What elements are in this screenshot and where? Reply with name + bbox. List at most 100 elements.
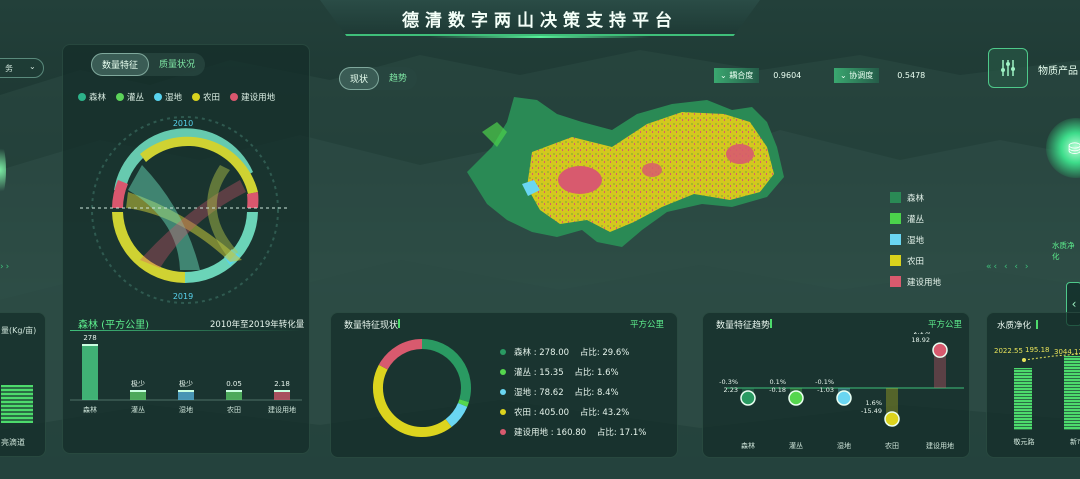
bar-panel-subtitle: 2010年至2019年转化量 <box>210 320 305 330</box>
product-icon-box[interactable] <box>988 48 1028 88</box>
donut-legend-row: 森林 : 278.00 占比: 29.6% <box>500 342 646 362</box>
bar-category-label: 湿地 <box>179 405 193 414</box>
donut-panel-unit: 平方公里 <box>630 320 665 330</box>
trend-point <box>932 342 948 358</box>
bar-cap <box>274 390 290 392</box>
water-line-point <box>1022 358 1026 362</box>
coupling-value: 0.9604 <box>773 70 802 80</box>
map-urban-area <box>558 166 602 194</box>
legend-item[interactable]: 灌丛 <box>116 91 144 103</box>
title-bar <box>320 0 760 36</box>
bar-value-label: 0.05 <box>226 380 242 388</box>
map-legend-item[interactable]: 森林 <box>890 187 941 208</box>
legend-dot <box>192 93 201 101</box>
bottle-icon: ⛁ <box>1068 138 1080 158</box>
trend-point <box>740 390 756 406</box>
water-category-label: 新市 <box>1070 437 1080 446</box>
bar-value-label: 278 <box>83 334 96 342</box>
map-legend-item[interactable]: 灌丛 <box>890 208 941 229</box>
chord-year-top: 2010 <box>173 119 193 128</box>
trend-value-label: 18.92 <box>911 336 930 344</box>
left-edge-bar <box>1 385 33 423</box>
decor-chevrons-left: ›› <box>0 262 12 272</box>
tab-quality[interactable]: 质量状况 <box>159 60 196 70</box>
bar-panel-title: 森林 (平方公里) <box>78 320 149 331</box>
bar-cap <box>226 390 242 392</box>
legend-dot <box>500 409 506 415</box>
trend-chart: -0.3%2.23 森林 0.1%-0.18 灌丛 -0.1%-1.03 湿地 1.6%-1… <box>719 332 964 450</box>
chord-arc-farm-2019 <box>112 212 185 283</box>
legend-label: 农田 <box>907 256 925 267</box>
chord-ribbon-farm-2 <box>207 165 238 260</box>
trend-point <box>884 411 900 427</box>
map-urban-area-east <box>726 144 754 164</box>
chord-arc-urban-left <box>112 180 128 208</box>
legend-text: 农田 : 405.00 占比: 43.2% <box>514 408 630 418</box>
chord-arc-forest-2019 <box>185 212 258 283</box>
legend-dot <box>500 369 506 375</box>
bar-category-label: 建设用地 <box>268 405 296 414</box>
donut-legend-list: 森林 : 278.00 占比: 29.6% 灌丛 : 15.35 占比: 1.6%… <box>500 342 646 442</box>
donut-legend-row: 农田 : 405.00 占比: 43.2% <box>500 402 646 422</box>
chord-ribbon-farm <box>126 192 242 262</box>
trend-value-label: -15.49 <box>861 407 882 415</box>
tab-current[interactable]: 现状 <box>339 67 380 90</box>
chevron-down-icon: ⌄ <box>720 70 727 80</box>
legend-text: 灌丛 : 15.35 占比: 1.6% <box>514 368 619 378</box>
coordination-label-box: ⌄ 协调度 <box>834 67 880 83</box>
map-urban-area-center <box>642 163 662 177</box>
legend-swatch <box>890 255 901 266</box>
tab-quantity[interactable]: 数量特征 <box>91 53 150 76</box>
legend-item[interactable]: 农田 <box>192 91 220 103</box>
map-legend-item[interactable]: 农田 <box>890 250 941 271</box>
legend-item[interactable]: 湿地 <box>154 91 182 103</box>
legend-label: 建设用地 <box>907 277 942 288</box>
left-dropdown[interactable]: 务 ⌄ <box>0 58 44 78</box>
donut-slice <box>378 339 423 370</box>
legend-label: 灌丛 <box>907 214 925 225</box>
bar <box>130 390 146 400</box>
trend-category-label: 森林 <box>741 441 755 450</box>
title-marker <box>1036 320 1038 329</box>
chevron-left-icon: ‹ <box>1071 297 1077 311</box>
legend-dot <box>78 93 86 101</box>
trend-panel <box>702 312 970 458</box>
bar <box>82 344 98 400</box>
decor-chevrons-right: «‹ ‹ ‹ › <box>986 262 1031 272</box>
donut-slice <box>445 402 468 428</box>
product-label: 物质产品 <box>1038 66 1078 77</box>
legend-dot <box>500 389 506 395</box>
trend-pct-label: 1.6% <box>865 399 882 407</box>
chord-outer-ring <box>91 116 279 304</box>
water-bar <box>1064 356 1080 430</box>
legend-text: 建设用地 : 160.80 占比: 17.1% <box>514 428 647 438</box>
map-legend-item[interactable]: 湿地 <box>890 229 941 250</box>
legend-dot <box>154 93 163 101</box>
map-wetland-area <box>522 180 540 196</box>
title-marker <box>770 319 772 328</box>
donut-slice <box>421 339 471 403</box>
legend-item[interactable]: 建设用地 <box>230 91 275 103</box>
donut-panel-title: 数量特征现状 <box>344 321 399 331</box>
legend-item[interactable]: 森林 <box>78 91 106 103</box>
bar-cap <box>178 390 194 392</box>
water-line-label-3: 3044.12 <box>1054 348 1080 356</box>
bar-value-label: 极少 <box>131 379 145 388</box>
donut-legend-row: 湿地 : 78.62 占比: 8.4% <box>500 382 646 402</box>
chord-ribbon-forest <box>128 165 200 270</box>
chord-legend: 森林 灌丛 湿地 农田 建设用地 <box>78 91 275 103</box>
map-legend-item[interactable]: 建设用地 <box>890 271 941 292</box>
bar <box>226 390 242 400</box>
legend-text: 湿地 : 78.62 占比: 8.4% <box>514 388 619 398</box>
water-panel-title: 水质净化 <box>997 321 1032 331</box>
donut-legend-row: 灌丛 : 15.35 占比: 1.6% <box>500 362 646 382</box>
trend-category-label: 建设用地 <box>926 441 954 450</box>
legend-swatch <box>890 234 901 245</box>
tab-trend[interactable]: 趋势 <box>389 74 408 84</box>
land-use-map[interactable] <box>462 92 792 252</box>
chevron-down-icon: ⌄ <box>29 62 36 71</box>
bar-category-label: 灌丛 <box>131 405 145 414</box>
trend-category-label: 灌丛 <box>789 441 803 450</box>
chevron-down-icon: ⌄ <box>840 70 847 80</box>
legend-label: 建设用地 <box>241 93 276 103</box>
